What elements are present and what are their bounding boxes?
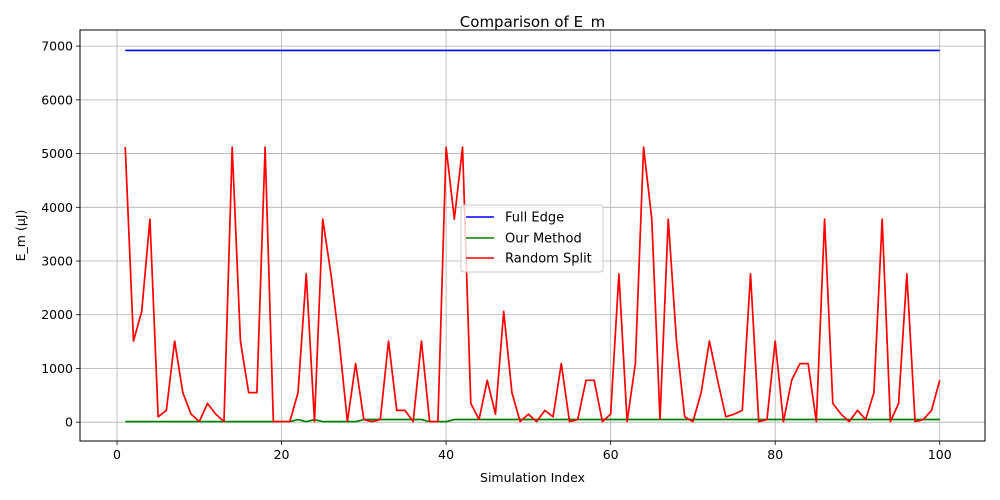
legend-label-our-method: Our Method (505, 232, 582, 247)
x-tick-label: 40 (438, 447, 454, 462)
y-tick-label: 7000 (41, 39, 73, 54)
x-tick-label: 20 (274, 447, 290, 462)
y-tick-label: 4000 (41, 200, 73, 215)
legend-box (460, 204, 604, 273)
legend: Full Edge Our Method Random Split (460, 204, 604, 273)
y-tick-label: 1000 (41, 361, 73, 376)
y-tick-label: 0 (65, 415, 73, 430)
plot-frame (79, 29, 986, 442)
y-tick-label: 2000 (41, 307, 73, 322)
legend-label-full-edge: Full Edge (505, 211, 564, 226)
x-tick-label: 100 (928, 447, 952, 462)
y-tick-label: 6000 (41, 92, 73, 107)
y-tick-label: 5000 (41, 146, 73, 161)
series-group (124, 49, 941, 423)
legend-label-random-split: Random Split (505, 252, 592, 267)
y-axis-label: E_m (μJ) (13, 210, 28, 262)
series-line-our-method (125, 418, 940, 423)
series-line-random-split (124, 146, 941, 423)
x-tick-label: 0 (113, 447, 121, 462)
x-tick-label: 60 (603, 447, 619, 462)
y-tick-label: 3000 (41, 254, 73, 269)
axis-ticks: 0 20 40 60 80 1000100020003000400050006000700… (41, 39, 952, 462)
x-axis-label: Simulation Index (480, 470, 585, 485)
chart-title: Comparison of E_m (460, 13, 605, 32)
x-tick-label: 80 (767, 447, 783, 462)
